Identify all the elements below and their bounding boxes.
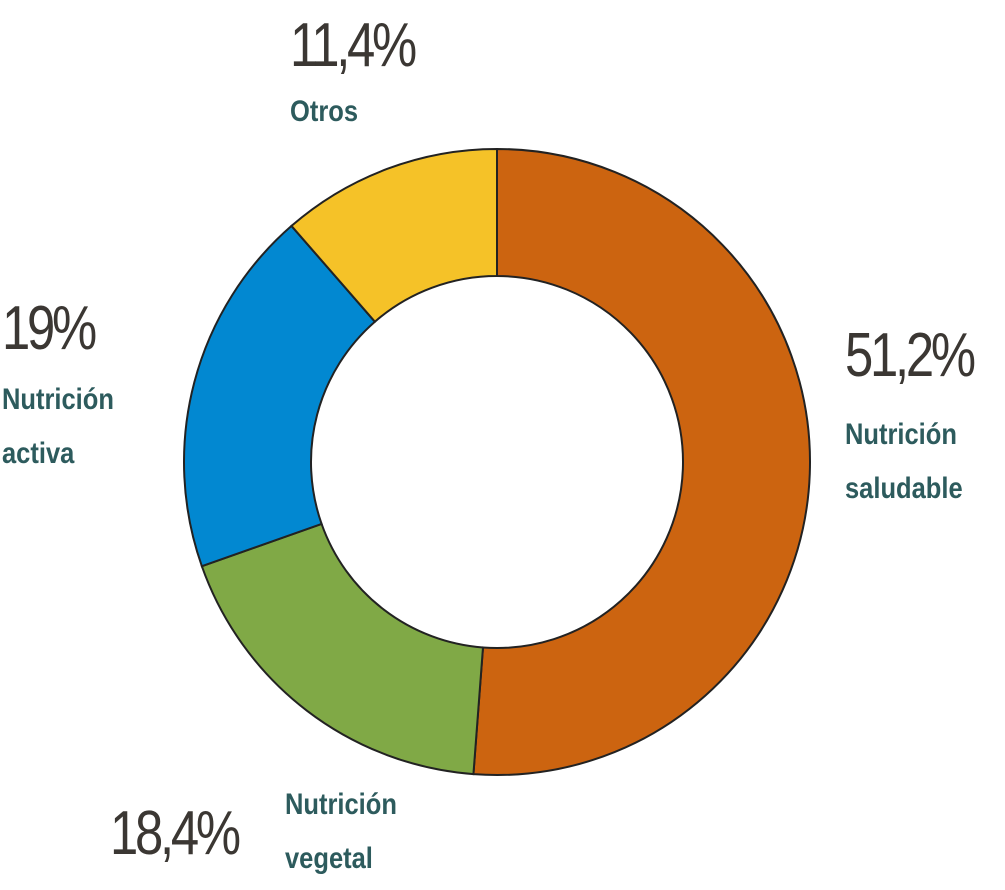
value-label: 51,2% bbox=[845, 321, 976, 390]
category-label: Nutrición activa bbox=[2, 383, 114, 470]
category-label: Nutrición vegetal bbox=[285, 788, 397, 875]
value-label: 11,4% bbox=[290, 11, 417, 80]
donut-slice bbox=[472, 147, 811, 776]
donut-slice bbox=[290, 147, 498, 324]
value-label: 19% bbox=[2, 294, 97, 363]
category-label: Otros bbox=[290, 95, 359, 128]
donut-slice bbox=[183, 224, 377, 568]
category-label: Nutrición saludable bbox=[845, 418, 963, 505]
donut-slice bbox=[200, 522, 485, 776]
value-label: 18,4% bbox=[110, 799, 241, 868]
